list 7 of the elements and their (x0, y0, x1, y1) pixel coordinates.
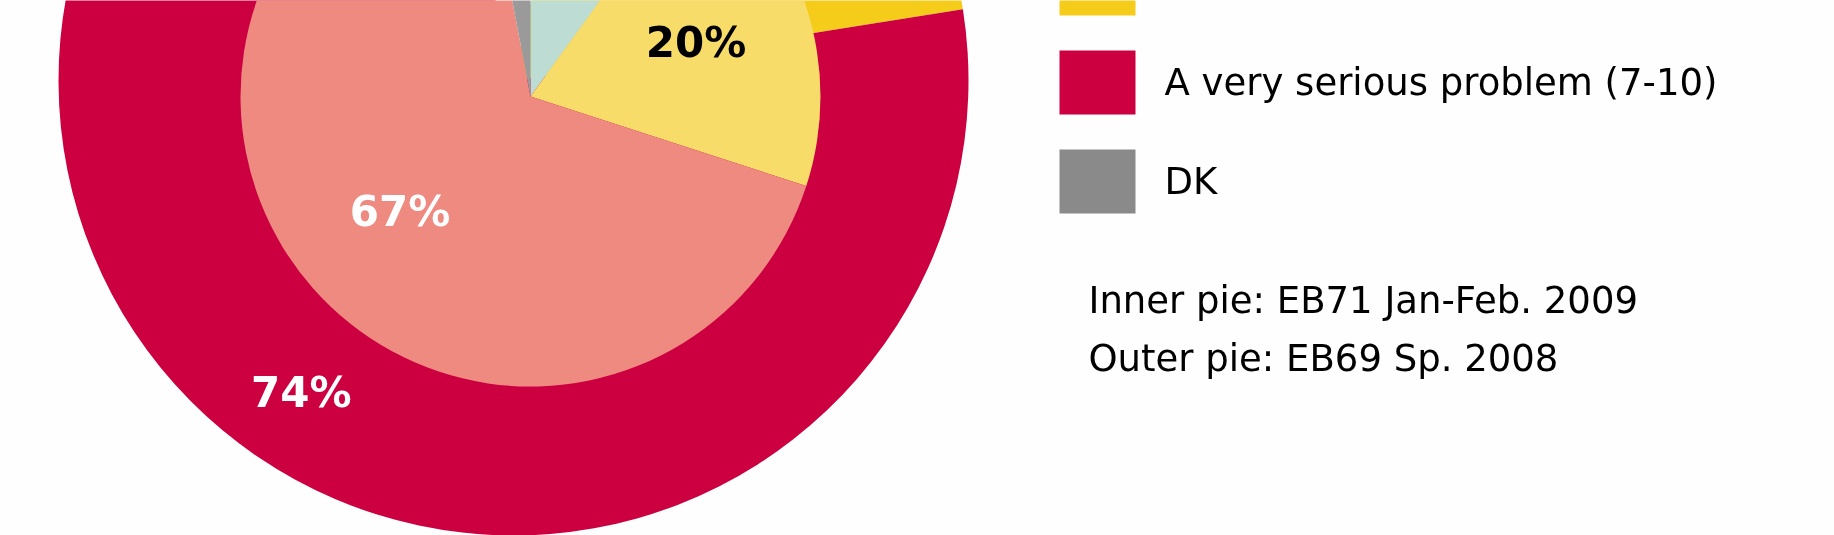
data-label: 20% (645, 18, 747, 68)
data-label: 67% (349, 187, 451, 237)
text: Outer pie: EB69 Sp. 2008 (1088, 337, 1559, 380)
text: Inner pie: EB71 Jan-Feb. 2009 (1088, 279, 1638, 322)
data-label: 74% (250, 368, 352, 418)
legend-label: DK (1164, 160, 1219, 203)
legend-label: A very serious problem (7-10) (1164, 61, 1718, 104)
